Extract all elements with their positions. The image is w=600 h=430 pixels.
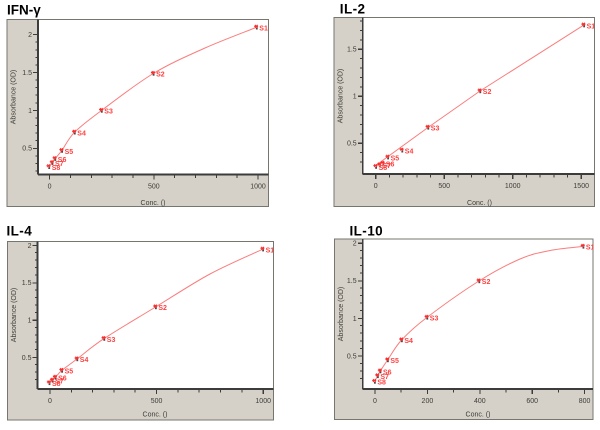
svg-text:Conc. (): Conc. () — [467, 200, 492, 207]
svg-text:1000: 1000 — [255, 398, 271, 405]
svg-text:1: 1 — [353, 94, 357, 101]
svg-text:S4: S4 — [80, 357, 89, 364]
svg-text:Conc. (): Conc. () — [143, 412, 168, 419]
svg-text:S8: S8 — [52, 381, 61, 388]
svg-text:800: 800 — [579, 398, 591, 405]
svg-text:Absorbance (OD): Absorbance (OD) — [337, 69, 344, 123]
svg-text:IL-4: IL-4 — [7, 224, 33, 239]
svg-text:0: 0 — [48, 184, 52, 191]
svg-text:S5: S5 — [390, 358, 399, 365]
svg-text:S6: S6 — [386, 162, 395, 169]
svg-text:Absorbance (OD): Absorbance (OD) — [11, 70, 18, 124]
svg-text:1.5: 1.5 — [347, 47, 357, 54]
svg-text:0: 0 — [373, 398, 377, 405]
svg-text:1: 1 — [28, 108, 32, 115]
svg-text:S2: S2 — [156, 72, 165, 79]
svg-text:1500: 1500 — [573, 183, 589, 190]
svg-text:1: 1 — [28, 318, 32, 325]
svg-text:S2: S2 — [482, 279, 491, 286]
svg-text:S2: S2 — [158, 305, 167, 312]
svg-text:1.5: 1.5 — [22, 280, 32, 287]
svg-text:S8: S8 — [377, 380, 386, 387]
svg-text:S1: S1 — [266, 247, 275, 254]
svg-text:0: 0 — [48, 398, 52, 405]
svg-text:S4: S4 — [405, 149, 414, 156]
svg-text:Absorbance (OD): Absorbance (OD) — [11, 288, 18, 342]
svg-text:S1: S1 — [586, 245, 595, 252]
svg-text:S3: S3 — [107, 337, 116, 344]
svg-text:S1: S1 — [587, 23, 596, 30]
svg-text:S6: S6 — [58, 157, 67, 164]
svg-text:S5: S5 — [391, 155, 400, 162]
svg-text:S2: S2 — [483, 89, 492, 96]
svg-text:1: 1 — [353, 316, 357, 323]
svg-text:Absorbance (OD): Absorbance (OD) — [338, 287, 345, 341]
svg-text:0.5: 0.5 — [22, 355, 32, 362]
svg-text:S7: S7 — [380, 374, 389, 381]
svg-text:S7: S7 — [55, 379, 64, 386]
svg-text:S7: S7 — [55, 161, 64, 168]
svg-text:0.5: 0.5 — [22, 146, 32, 153]
svg-text:S8: S8 — [52, 165, 61, 172]
svg-text:600: 600 — [526, 398, 538, 405]
svg-text:1000: 1000 — [505, 183, 521, 190]
svg-text:500: 500 — [148, 184, 160, 191]
svg-text:2: 2 — [28, 32, 32, 39]
svg-text:1000: 1000 — [250, 184, 266, 191]
svg-text:1.5: 1.5 — [347, 278, 357, 285]
svg-text:1.5: 1.5 — [22, 70, 32, 77]
svg-text:Conc. (): Conc. () — [141, 200, 166, 207]
svg-text:0.5: 0.5 — [347, 141, 357, 148]
svg-text:S4: S4 — [77, 131, 86, 138]
svg-text:S3: S3 — [431, 126, 440, 133]
svg-text:2: 2 — [353, 241, 357, 248]
svg-text:S3: S3 — [104, 109, 113, 116]
svg-text:IL-2: IL-2 — [340, 2, 366, 17]
svg-text:S8: S8 — [379, 165, 388, 172]
svg-text:200: 200 — [422, 398, 434, 405]
svg-text:S1: S1 — [259, 26, 268, 33]
svg-text:S5: S5 — [65, 369, 74, 376]
svg-text:IFN-γ: IFN-γ — [7, 3, 41, 18]
svg-text:400: 400 — [474, 398, 486, 405]
svg-text:2: 2 — [28, 243, 32, 250]
svg-text:Conc. (): Conc. () — [466, 412, 491, 419]
svg-text:0: 0 — [374, 183, 378, 190]
svg-text:S6: S6 — [383, 369, 392, 376]
svg-text:S3: S3 — [430, 316, 439, 323]
svg-text:S5: S5 — [65, 149, 74, 156]
svg-text:S7: S7 — [382, 163, 391, 170]
svg-text:0.5: 0.5 — [347, 353, 357, 360]
svg-text:500: 500 — [438, 183, 450, 190]
svg-text:IL-10: IL-10 — [350, 224, 384, 239]
svg-text:S4: S4 — [404, 338, 413, 345]
svg-text:S6: S6 — [58, 376, 67, 383]
svg-text:500: 500 — [151, 398, 163, 405]
